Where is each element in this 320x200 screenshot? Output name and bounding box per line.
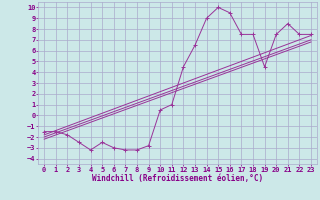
X-axis label: Windchill (Refroidissement éolien,°C): Windchill (Refroidissement éolien,°C) <box>92 174 263 183</box>
